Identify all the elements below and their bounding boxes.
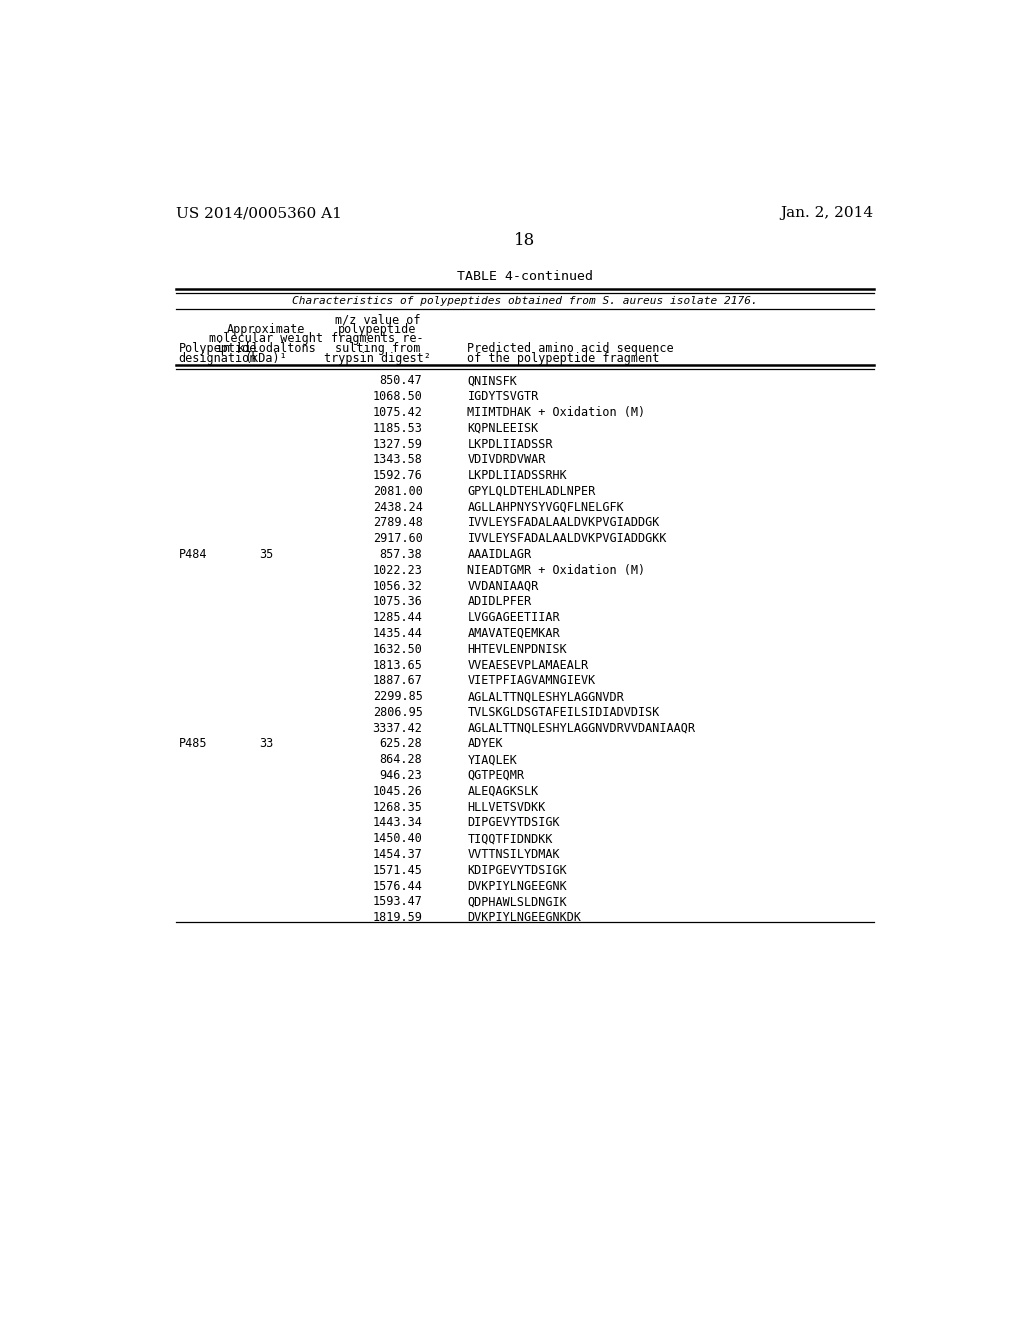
Text: 1285.44: 1285.44 bbox=[373, 611, 423, 624]
Text: 1022.23: 1022.23 bbox=[373, 564, 423, 577]
Text: 1813.65: 1813.65 bbox=[373, 659, 423, 672]
Text: 18: 18 bbox=[514, 231, 536, 248]
Text: 1632.50: 1632.50 bbox=[373, 643, 423, 656]
Text: 2299.85: 2299.85 bbox=[373, 690, 423, 704]
Text: Approximate: Approximate bbox=[226, 323, 305, 335]
Text: Jan. 2, 2014: Jan. 2, 2014 bbox=[780, 206, 873, 220]
Text: QNINSFK: QNINSFK bbox=[467, 375, 517, 387]
Text: 1576.44: 1576.44 bbox=[373, 879, 423, 892]
Text: trypsin digest²: trypsin digest² bbox=[325, 351, 431, 364]
Text: 33: 33 bbox=[259, 738, 273, 751]
Text: HHTEVLENPDNISK: HHTEVLENPDNISK bbox=[467, 643, 567, 656]
Text: 1450.40: 1450.40 bbox=[373, 832, 423, 845]
Text: 2438.24: 2438.24 bbox=[373, 500, 423, 513]
Text: DIPGEVYTDSIGK: DIPGEVYTDSIGK bbox=[467, 816, 560, 829]
Text: US 2014/0005360 A1: US 2014/0005360 A1 bbox=[176, 206, 342, 220]
Text: (kDa)¹: (kDa)¹ bbox=[245, 351, 288, 364]
Text: 1327.59: 1327.59 bbox=[373, 437, 423, 450]
Text: YIAQLEK: YIAQLEK bbox=[467, 754, 517, 766]
Text: 1045.26: 1045.26 bbox=[373, 785, 423, 797]
Text: VVTTNSILYDMAK: VVTTNSILYDMAK bbox=[467, 847, 560, 861]
Text: KDIPGEVYTDSIGK: KDIPGEVYTDSIGK bbox=[467, 863, 567, 876]
Text: P484: P484 bbox=[178, 548, 207, 561]
Text: TIQQTFIDNDKK: TIQQTFIDNDKK bbox=[467, 832, 553, 845]
Text: 1443.34: 1443.34 bbox=[373, 816, 423, 829]
Text: 1592.76: 1592.76 bbox=[373, 469, 423, 482]
Text: 2806.95: 2806.95 bbox=[373, 706, 423, 719]
Text: VIETPFIAGVAMNGIEVK: VIETPFIAGVAMNGIEVK bbox=[467, 675, 596, 688]
Text: TVLSKGLDSGTAFEILSIDIADVDISK: TVLSKGLDSGTAFEILSIDIADVDISK bbox=[467, 706, 659, 719]
Text: LVGGAGEETIIAR: LVGGAGEETIIAR bbox=[467, 611, 560, 624]
Text: 1571.45: 1571.45 bbox=[373, 863, 423, 876]
Text: IVVLEYSFADALAALDVKPVGIADDGK: IVVLEYSFADALAALDVKPVGIADDGK bbox=[467, 516, 659, 529]
Text: Predicted amino acid sequence: Predicted amino acid sequence bbox=[467, 342, 674, 355]
Text: 946.23: 946.23 bbox=[380, 770, 423, 781]
Text: 1185.53: 1185.53 bbox=[373, 422, 423, 434]
Text: GPYLQLDTEHLADLNPER: GPYLQLDTEHLADLNPER bbox=[467, 484, 596, 498]
Text: LKPDLIIADSSRHK: LKPDLIIADSSRHK bbox=[467, 469, 567, 482]
Text: 1819.59: 1819.59 bbox=[373, 911, 423, 924]
Text: 35: 35 bbox=[259, 548, 273, 561]
Text: AGLALTTNQLESHYLAGGNVDRVVDANIAAQR: AGLALTTNQLESHYLAGGNVDRVVDANIAAQR bbox=[467, 722, 695, 735]
Text: 1075.42: 1075.42 bbox=[373, 407, 423, 418]
Text: VDIVDRDVWAR: VDIVDRDVWAR bbox=[467, 453, 546, 466]
Text: QGTPEQMR: QGTPEQMR bbox=[467, 770, 524, 781]
Text: DVKPIYLNGEEGNK: DVKPIYLNGEEGNK bbox=[467, 879, 567, 892]
Text: 2789.48: 2789.48 bbox=[373, 516, 423, 529]
Text: TABLE 4-continued: TABLE 4-continued bbox=[457, 271, 593, 282]
Text: sulting from: sulting from bbox=[335, 342, 420, 355]
Text: 857.38: 857.38 bbox=[380, 548, 423, 561]
Text: polypeptide: polypeptide bbox=[338, 323, 417, 335]
Text: molecular weight: molecular weight bbox=[209, 333, 323, 346]
Text: AMAVATEQEMKAR: AMAVATEQEMKAR bbox=[467, 627, 560, 640]
Text: ALEQAGKSLK: ALEQAGKSLK bbox=[467, 785, 539, 797]
Text: IGDYTSVGTR: IGDYTSVGTR bbox=[467, 391, 539, 403]
Text: VVDANIAAQR: VVDANIAAQR bbox=[467, 579, 539, 593]
Text: IVVLEYSFADALAALDVKPVGIADDGKK: IVVLEYSFADALAALDVKPVGIADDGKK bbox=[467, 532, 667, 545]
Text: 1593.47: 1593.47 bbox=[373, 895, 423, 908]
Text: AGLALTTNQLESHYLAGGNVDR: AGLALTTNQLESHYLAGGNVDR bbox=[467, 690, 625, 704]
Text: ADYEK: ADYEK bbox=[467, 738, 503, 751]
Text: KQPNLEEISK: KQPNLEEISK bbox=[467, 422, 539, 434]
Text: 1435.44: 1435.44 bbox=[373, 627, 423, 640]
Text: QDPHAWLSLDNGIK: QDPHAWLSLDNGIK bbox=[467, 895, 567, 908]
Text: 864.28: 864.28 bbox=[380, 754, 423, 766]
Text: NIEADTGMR + Oxidation (M): NIEADTGMR + Oxidation (M) bbox=[467, 564, 645, 577]
Text: 1343.58: 1343.58 bbox=[373, 453, 423, 466]
Text: DVKPIYLNGEEGNKDK: DVKPIYLNGEEGNKDK bbox=[467, 911, 582, 924]
Text: MIIMTDHAK + Oxidation (M): MIIMTDHAK + Oxidation (M) bbox=[467, 407, 645, 418]
Text: 1068.50: 1068.50 bbox=[373, 391, 423, 403]
Text: 1056.32: 1056.32 bbox=[373, 579, 423, 593]
Text: designation: designation bbox=[178, 351, 257, 364]
Text: of the polypeptide fragment: of the polypeptide fragment bbox=[467, 351, 659, 364]
Text: P485: P485 bbox=[178, 738, 207, 751]
Text: 850.47: 850.47 bbox=[380, 375, 423, 387]
Text: 3337.42: 3337.42 bbox=[373, 722, 423, 735]
Text: Characteristics of polypeptides obtained from S. aureus isolate 2176.: Characteristics of polypeptides obtained… bbox=[292, 296, 758, 306]
Text: 2917.60: 2917.60 bbox=[373, 532, 423, 545]
Text: Polypeptide: Polypeptide bbox=[178, 342, 257, 355]
Text: LKPDLIIADSSR: LKPDLIIADSSR bbox=[467, 437, 553, 450]
Text: 1887.67: 1887.67 bbox=[373, 675, 423, 688]
Text: 1075.36: 1075.36 bbox=[373, 595, 423, 609]
Text: m/z value of: m/z value of bbox=[335, 313, 420, 326]
Text: 1454.37: 1454.37 bbox=[373, 847, 423, 861]
Text: 1268.35: 1268.35 bbox=[373, 800, 423, 813]
Text: HLLVETSVDKK: HLLVETSVDKK bbox=[467, 800, 546, 813]
Text: AGLLAHPNYSYVGQFLNELGFK: AGLLAHPNYSYVGQFLNELGFK bbox=[467, 500, 625, 513]
Text: AAAIDLAGR: AAAIDLAGR bbox=[467, 548, 531, 561]
Text: ADIDLPFER: ADIDLPFER bbox=[467, 595, 531, 609]
Text: VVEAESEVPLAMAEALR: VVEAESEVPLAMAEALR bbox=[467, 659, 589, 672]
Text: fragments re-: fragments re- bbox=[331, 333, 424, 346]
Text: in kilodaltons: in kilodaltons bbox=[216, 342, 315, 355]
Text: 2081.00: 2081.00 bbox=[373, 484, 423, 498]
Text: 625.28: 625.28 bbox=[380, 738, 423, 751]
